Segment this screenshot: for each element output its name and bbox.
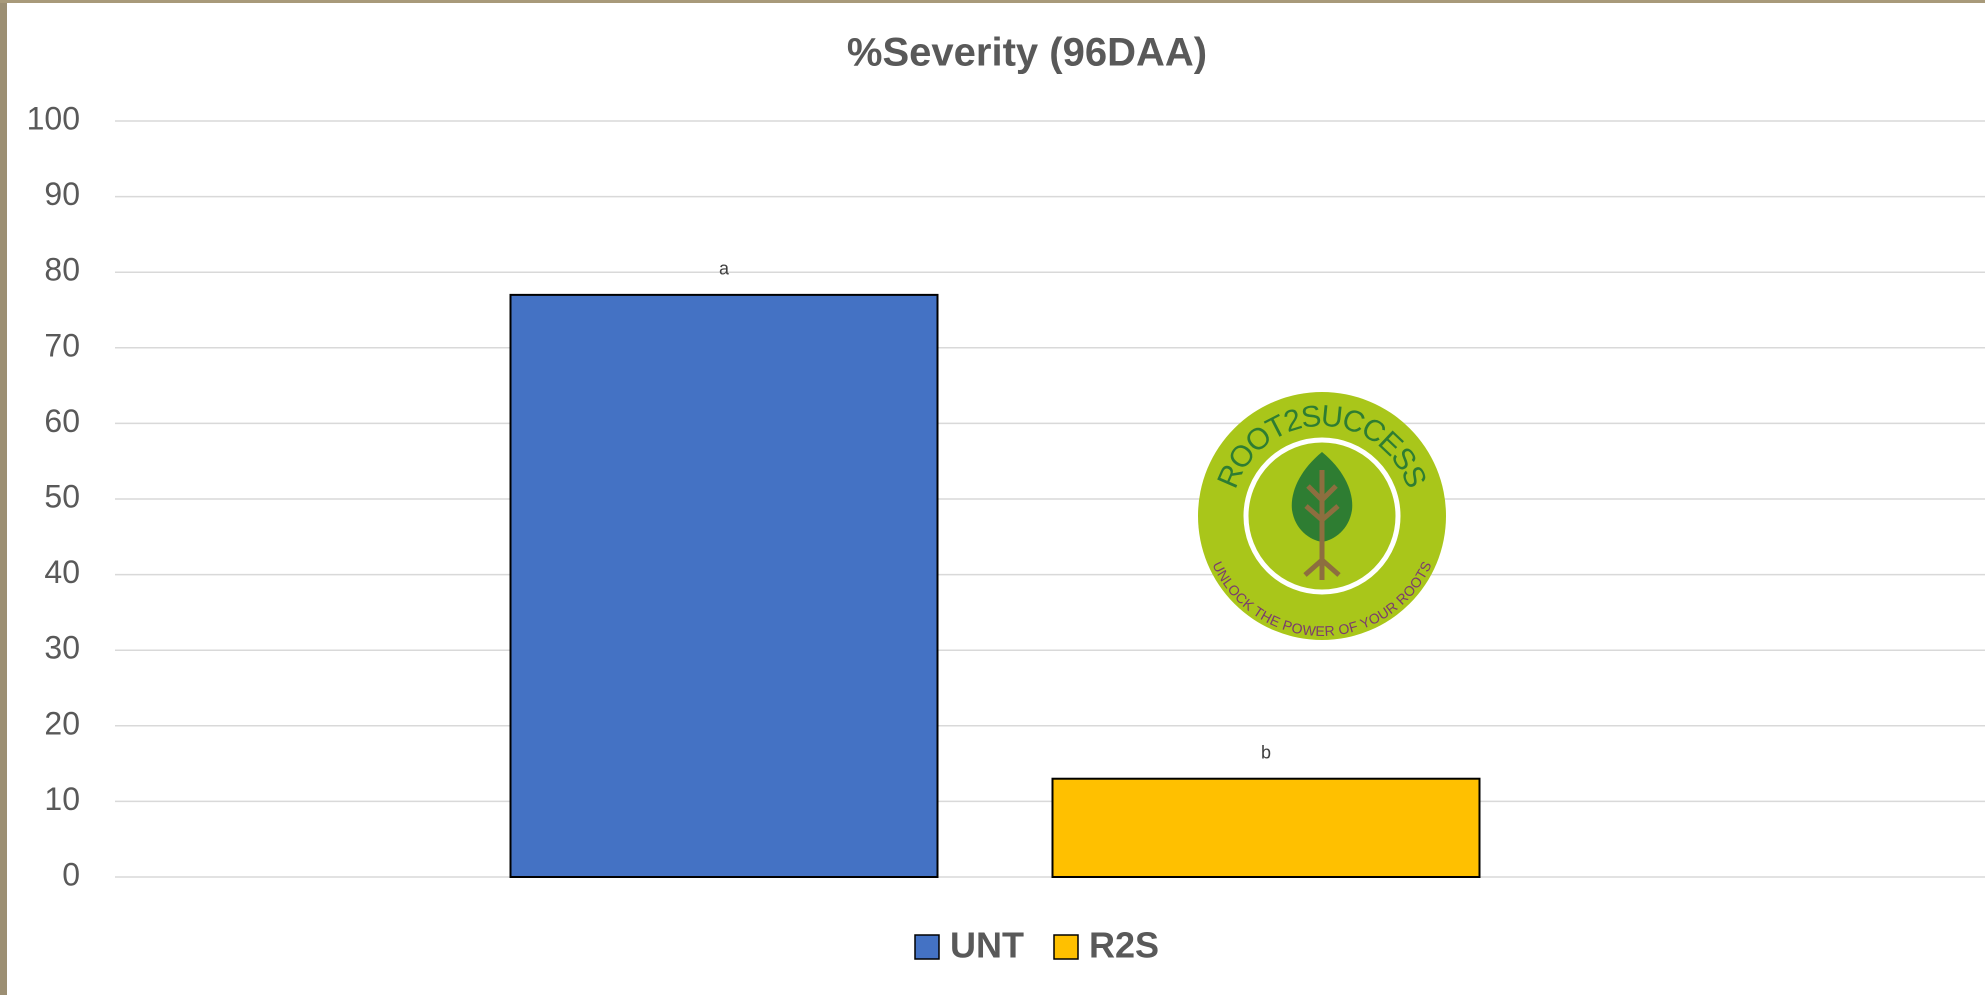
background [0, 0, 1985, 995]
y-tick-label: 100 [27, 100, 80, 136]
y-tick-label: 30 [44, 630, 80, 666]
legend-label: UNT [950, 925, 1024, 966]
y-tick-label: 50 [44, 478, 80, 514]
chart-title: %Severity (96DAA) [847, 31, 1207, 75]
photo-edge [0, 0, 7, 995]
y-tick-label: 20 [44, 705, 80, 741]
y-tick-label: 10 [44, 781, 80, 817]
legend-swatch [1054, 935, 1078, 959]
significance-letter: b [1261, 742, 1271, 762]
y-tick-label: 60 [44, 403, 80, 439]
y-tick-label: 90 [44, 176, 80, 212]
legend-label: R2S [1089, 925, 1159, 966]
significance-letter: a [719, 259, 730, 279]
y-tick-label: 80 [44, 252, 80, 288]
photo-edge [0, 0, 1985, 3]
y-tick-label: 70 [44, 327, 80, 363]
legend-swatch [915, 935, 939, 959]
bar [511, 295, 938, 877]
bar [1053, 779, 1480, 877]
chart: %Severity (96DAA) ROOT2SUCCESS UNLOCK TH… [0, 0, 1985, 995]
y-tick-label: 40 [44, 554, 80, 590]
y-tick-label: 0 [62, 856, 80, 892]
logo: ROOT2SUCCESS UNLOCK THE POWER OF YOUR RO… [1198, 392, 1446, 640]
